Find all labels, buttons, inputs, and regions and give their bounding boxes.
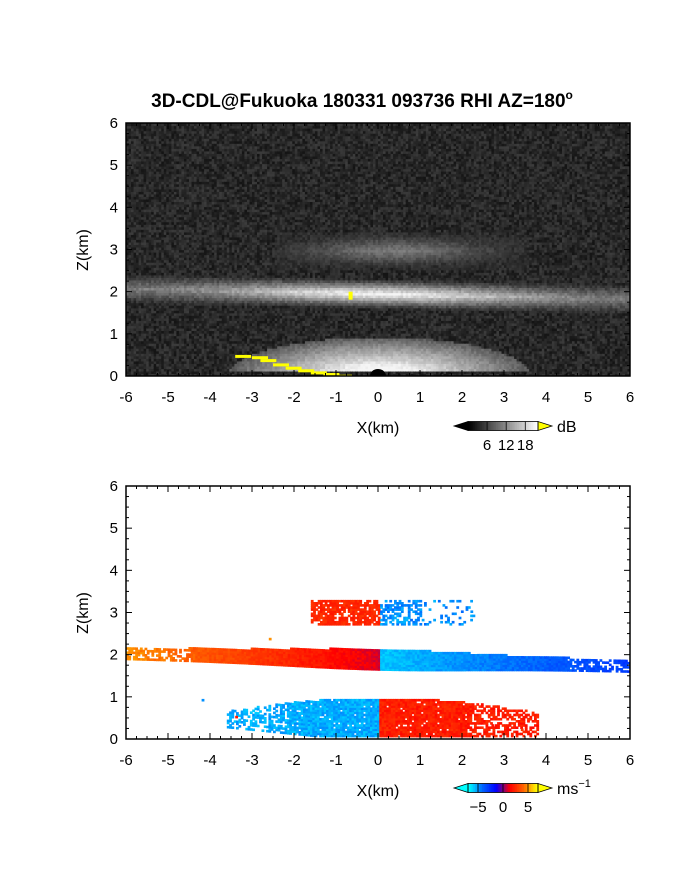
reflectivity-plot-area	[126, 121, 633, 384]
chart-title-degree: o	[566, 88, 573, 102]
chart-title-text: 3D-CDL@Fukuoka 180331 093736 RHI AZ=180	[151, 91, 565, 112]
chart-title: 3D-CDL@Fukuoka 180331 093736 RHI AZ=180o	[151, 88, 573, 112]
